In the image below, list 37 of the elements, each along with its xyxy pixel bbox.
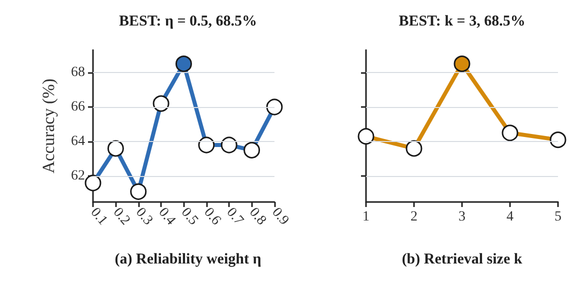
x-tick-label: 0.7 — [223, 205, 246, 228]
point — [550, 132, 566, 148]
x-tick-label: 0.1 — [87, 205, 110, 228]
x-tick-label: 3 — [458, 210, 466, 224]
point — [84, 174, 102, 192]
point — [454, 56, 470, 72]
x-tick-label: 0.8 — [246, 205, 269, 228]
point — [502, 124, 518, 142]
chart-title: BEST: η = 0.5, 68.5% — [118, 14, 258, 30]
x-tick-label: 0.2 — [110, 205, 133, 228]
x-tick-label: 5 — [554, 210, 562, 224]
y-axis-title: Accuracy (%) — [39, 78, 58, 174]
x-tick-label: 2 — [410, 210, 418, 224]
point — [358, 128, 374, 145]
point — [406, 140, 422, 157]
x-axis-title: (a) Reliability weight η — [114, 252, 262, 268]
chart-title: BEST: k = 3, 68.5% — [398, 14, 526, 30]
x-tick-label: 0.3 — [132, 205, 156, 228]
y-tick-label: 64 — [71, 134, 85, 150]
x-tick-label: 0.4 — [155, 205, 178, 228]
point — [198, 136, 215, 154]
point — [107, 140, 124, 157]
y-tick-label: 66 — [71, 100, 85, 114]
x-tick-label: 0.6 — [200, 205, 224, 228]
point — [175, 56, 192, 72]
x-axis-title: (b) Retrieval size k — [402, 252, 523, 268]
point — [152, 95, 170, 112]
point — [244, 142, 260, 158]
y-tick-label: 62 — [71, 168, 85, 184]
x-tick-label: 0.5 — [178, 205, 201, 228]
point — [130, 183, 147, 200]
y-tick-label: 68 — [71, 64, 85, 80]
point — [220, 136, 238, 154]
point — [266, 98, 283, 116]
x-tick-label: 4 — [506, 210, 514, 224]
x-tick-label: 0.9 — [268, 205, 292, 228]
x-tick-label: 1 — [362, 210, 370, 224]
